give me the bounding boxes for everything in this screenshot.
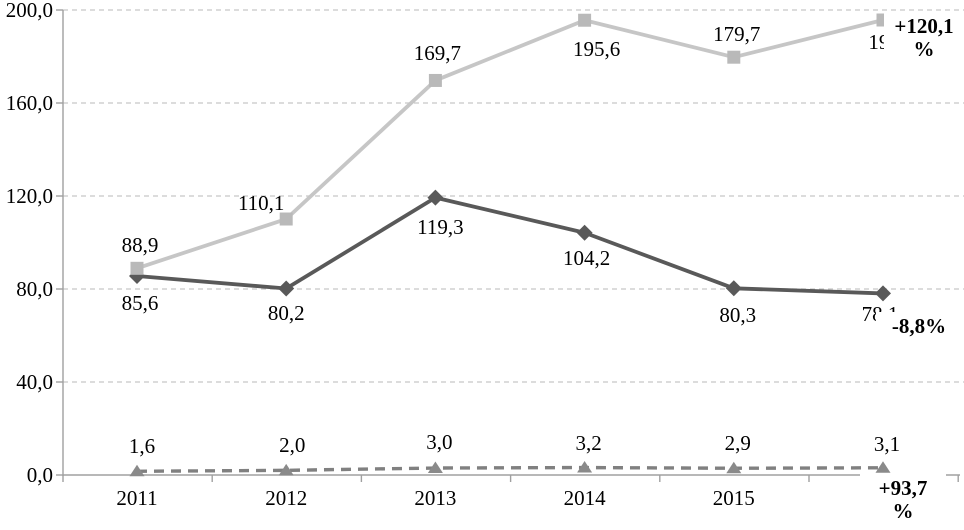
data-label: 104,2 [562, 245, 611, 270]
axes [56, 9, 960, 482]
data-label: 119,3 [417, 214, 464, 239]
trend-annotation-upper-line2: % [913, 37, 935, 61]
x-tick-label: 2012 [265, 486, 308, 510]
data-label: 3,0 [426, 430, 453, 455]
x-tick-label: 2013 [414, 486, 457, 510]
square-marker [279, 212, 293, 226]
triangle-marker [129, 464, 145, 477]
data-label: 2,0 [279, 433, 306, 458]
y-tick-label: 0,0 [26, 463, 53, 487]
y-tick-label: 160,0 [5, 91, 53, 115]
data-label: 179,7 [713, 22, 761, 47]
data-label: 110,1 [237, 191, 285, 216]
x-tick-label: 2014 [563, 486, 606, 510]
square-marker [578, 13, 592, 27]
triangle-marker [278, 463, 294, 476]
y-tick-label: 120,0 [5, 184, 53, 208]
data-label: 3,2 [575, 430, 602, 455]
x-tick-label: 2015 [712, 486, 755, 510]
data-label: 169,7 [413, 41, 462, 66]
triangle-marker [726, 461, 742, 474]
diamond-marker [875, 285, 891, 302]
trend-annotation-lower-series: +93,7 % [860, 474, 946, 530]
x-tick-label: 2011 [116, 486, 158, 510]
diamond-marker [576, 224, 593, 241]
data-label: 80,3 [719, 303, 757, 328]
y-tick-label: 200,0 [5, 0, 53, 22]
square-marker [130, 261, 144, 275]
diamond-marker [427, 189, 444, 206]
square-marker [428, 73, 442, 87]
data-label: 80,2 [267, 300, 305, 325]
series-line [136, 195, 884, 296]
y-tick-label: 80,0 [16, 277, 53, 301]
diamond-marker [725, 280, 742, 297]
series-line [136, 18, 884, 271]
trend-annotation-upper-series: +120,1 % [884, 12, 964, 65]
data-label: 2,9 [724, 431, 751, 456]
triangle-marker [875, 461, 891, 473]
trend-annotation-lower-line2: % [892, 499, 914, 523]
data-label: 195,6 [572, 37, 621, 62]
y-tick-label: 40,0 [16, 370, 53, 394]
diamond-marker [278, 280, 295, 297]
triangle-marker [577, 461, 593, 473]
data-label: 85,6 [121, 290, 159, 315]
square-marker [727, 50, 741, 64]
trend-annotation-middle-series: -8,8% [876, 312, 962, 345]
triangle-marker [427, 461, 443, 474]
data-label: 3,1 [873, 431, 901, 456]
trend-annotation-middle-line1: -8,8% [891, 314, 947, 338]
trend-annotation-lower-line1: +93,7 [878, 476, 928, 500]
data-label: 1,6 [128, 434, 156, 459]
trend-annotation-upper-line1: +120,1 [894, 14, 954, 38]
gridlines [63, 9, 964, 383]
series-line [136, 465, 884, 473]
series-lower-dashed-gray-triangles [129, 461, 891, 477]
data-label: 88,9 [121, 233, 159, 258]
